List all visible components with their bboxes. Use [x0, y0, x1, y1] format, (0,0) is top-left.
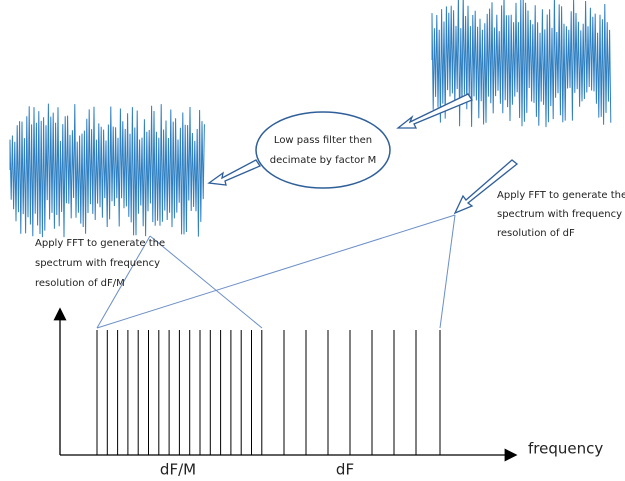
coarse-spacing-label: dF [336, 461, 354, 479]
axes [53, 307, 518, 462]
coarse-note: Apply FFT to generate the [497, 190, 625, 201]
fine-note: resolution of dF/M [35, 278, 125, 289]
coarse-note: resolution of dF [497, 228, 575, 239]
fine-note: spectrum with frequency [35, 258, 160, 269]
filter-node [255, 111, 391, 189]
coarse-note: spectrum with frequency [497, 209, 622, 220]
arrows [207, 93, 519, 215]
fine-spacing-label: dF/M [160, 461, 196, 479]
waveforms [9, 0, 612, 238]
x-axis-label: frequency [528, 440, 603, 458]
filter-label: decimate by factor M [270, 155, 376, 166]
waveform [431, 0, 612, 128]
waveform [9, 103, 205, 238]
filter-label: Low pass filter then [274, 135, 372, 146]
fine-note: Apply FFT to generate the [35, 238, 165, 249]
connectors [96, 214, 456, 329]
spectrum-lines [96, 330, 441, 455]
